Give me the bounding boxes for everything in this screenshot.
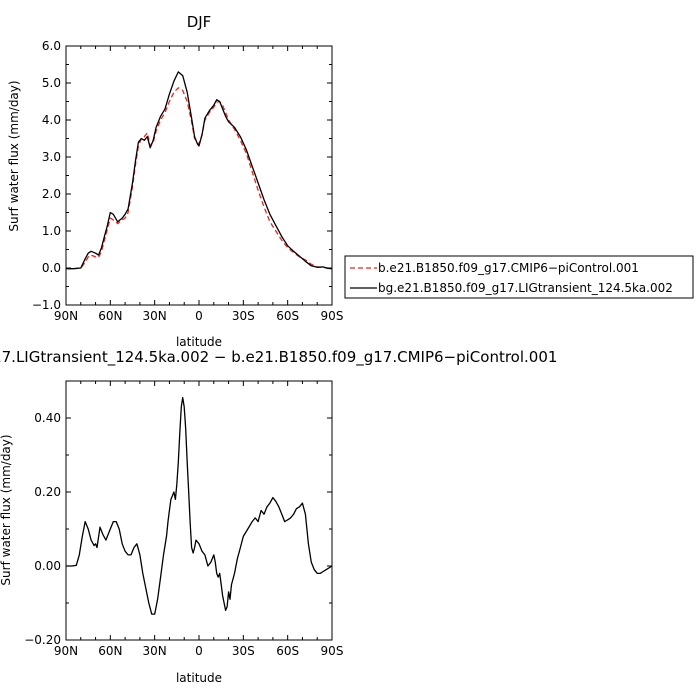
legend-label-lig: bg.e21.B1850.f09_g17.LIGtransient_124.5k… <box>378 281 673 295</box>
top-y-tick-label: 4.0 <box>42 113 61 127</box>
top-y-tick-label: 6.0 <box>42 39 61 53</box>
legend: b.e21.B1850.f09_g17.CMIP6−piControl.001 … <box>344 255 694 299</box>
bottom-series-line-0 <box>66 396 333 615</box>
top-x-tick-label: 90S <box>321 309 344 323</box>
bottom-x-tick-label: 90N <box>54 644 78 658</box>
top-x-tick-label: 60S <box>276 309 299 323</box>
bottom-y-tick-label: −0.20 <box>24 633 61 647</box>
top-x-tick-label: 60N <box>98 309 122 323</box>
bottom-panel: bg.e21.B1850.f09_g17.LIGtransient_124.5k… <box>0 348 557 685</box>
bottom-x-tick-label: 90S <box>321 644 344 658</box>
legend-box <box>344 255 694 299</box>
top-y-tick-label: 0.0 <box>42 261 61 275</box>
bottom-x-axis-label: latitude <box>176 671 222 685</box>
top-chart-title: DJF <box>187 13 212 31</box>
top-y-tick-label: 1.0 <box>42 224 61 238</box>
bottom-x-tick-label: 60N <box>98 644 122 658</box>
top-x-tick-label: 30S <box>232 309 255 323</box>
top-y-tick-label: 2.0 <box>42 187 61 201</box>
bottom-y-axis-label: Surf water flux (mm/day) <box>0 434 13 585</box>
top-panel: DJF 90N 60N 30N 0 30S 60S 90S −1.0 0.0 1.0 2.0 3.0 4… <box>7 13 694 349</box>
bottom-x-tick-label: 60S <box>276 644 299 658</box>
bottom-chart-title: bg.e21.B1850.f09_g17.LIGtransient_124.5k… <box>0 348 557 367</box>
top-x-tick-label: 0 <box>195 309 203 323</box>
bottom-x-tick-label: 30N <box>143 644 167 658</box>
bottom-y-tick-label: 0.00 <box>34 559 61 573</box>
top-plot-area: 90N 60N 30N 0 30S 60S 90S −1.0 0.0 1.0 2.0 3.0 4.0 5.… <box>32 39 344 323</box>
legend-label-control: b.e21.B1850.f09_g17.CMIP6−piControl.001 <box>378 261 639 275</box>
bottom-x-tick-label: 0 <box>195 644 203 658</box>
top-series-line-0 <box>66 87 333 270</box>
top-x-tick-label: 90N <box>54 309 78 323</box>
top-x-tick-label: 30N <box>143 309 167 323</box>
top-plot-frame <box>65 45 333 306</box>
bottom-y-tick-label: 0.20 <box>34 485 61 499</box>
bottom-x-tick-label: 30S <box>232 644 255 658</box>
top-x-axis-label: latitude <box>176 335 222 349</box>
top-y-tick-label: 3.0 <box>42 150 61 164</box>
bottom-plot-area: 90N 60N 30N 0 30S 60S 90S −0.20 0.00 0.20 0.40 <box>24 380 344 658</box>
bottom-y-tick-label: 0.40 <box>34 411 61 425</box>
top-y-axis-label: Surf water flux (mm/day) <box>7 80 21 231</box>
bottom-plot-frame <box>65 380 333 641</box>
top-series-line-1 <box>66 71 333 270</box>
top-y-tick-label: −1.0 <box>32 298 61 312</box>
top-y-tick-label: 5.0 <box>42 76 61 90</box>
